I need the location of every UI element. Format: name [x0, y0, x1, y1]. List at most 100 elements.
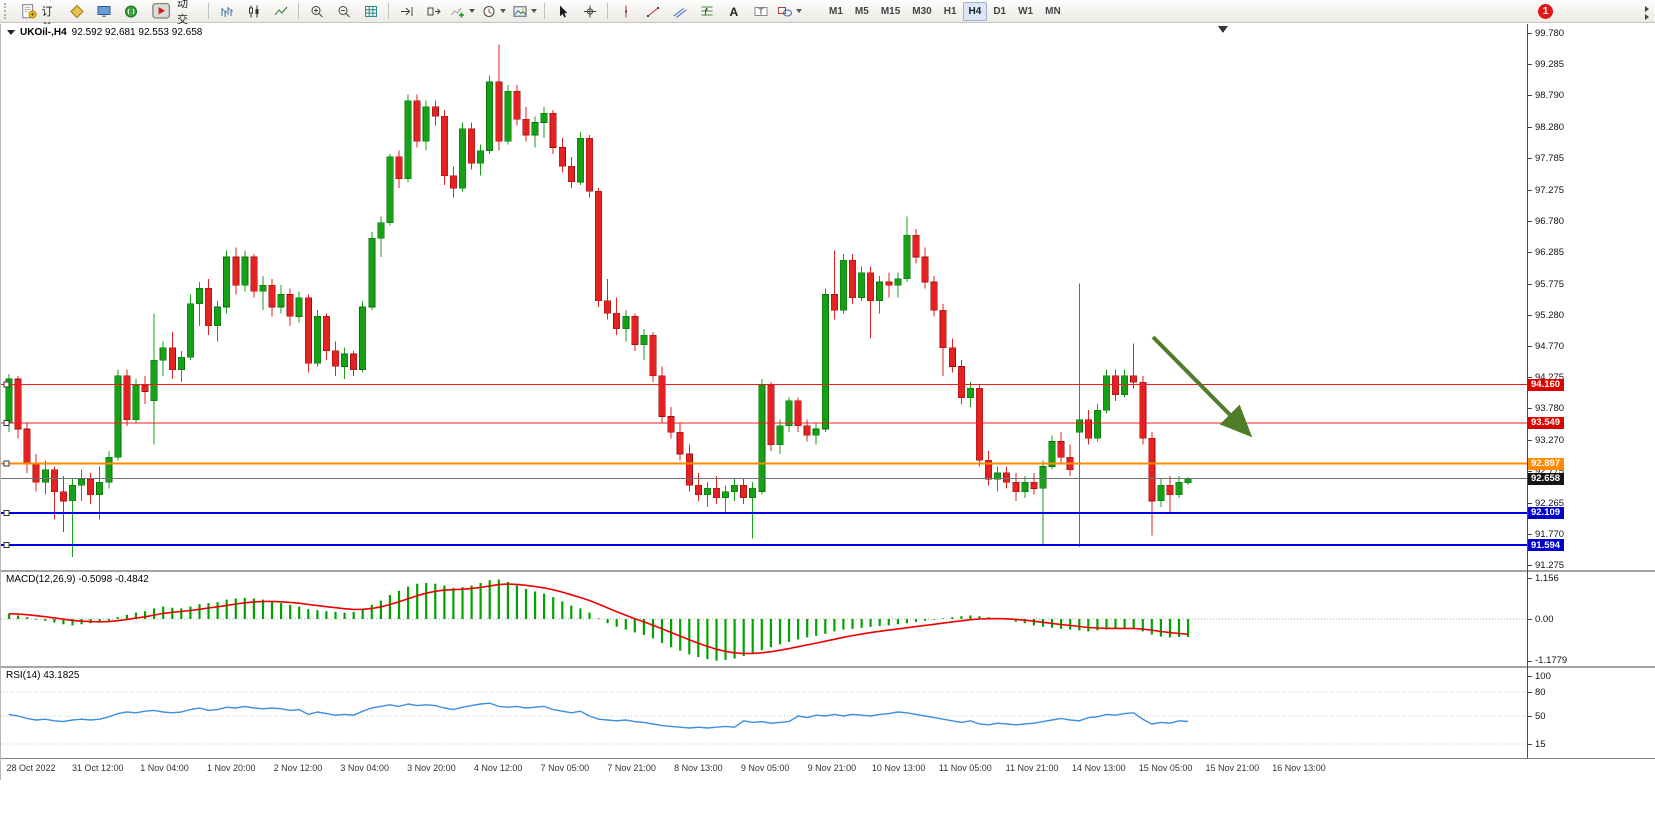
price-tick-label: 97.785 — [1535, 152, 1565, 164]
time-tick-label: 4 Nov 12:00 — [473, 763, 523, 773]
grid-button[interactable] — [357, 1, 384, 22]
channel-icon — [673, 7, 686, 18]
price-tick-mark — [1528, 126, 1532, 128]
candlestick-plot[interactable] — [1, 24, 1527, 570]
axis-separator — [1527, 24, 1528, 758]
rsi-plot[interactable] — [1, 668, 1527, 758]
svg-text:T: T — [758, 6, 763, 16]
indicators-icon — [451, 7, 464, 17]
rsi-tick-mark — [1528, 692, 1532, 693]
autotrading-button[interactable]: 自动交易 — [144, 0, 204, 42]
shapes-button[interactable] — [774, 1, 805, 22]
new-chart-button[interactable] — [63, 1, 90, 22]
periods-button[interactable] — [478, 1, 509, 22]
toolbar-separator — [208, 3, 209, 19]
timeframe-m5[interactable]: M5 — [854, 5, 869, 17]
rsi-tick-label: 15 — [1535, 739, 1546, 750]
shapes-dropdown-icon — [796, 9, 802, 13]
main-chart[interactable] — [1, 24, 1527, 570]
timeframe-m15[interactable]: M15 — [880, 5, 901, 17]
chart-shift-button[interactable] — [420, 1, 447, 22]
time-tick-label: 16 Nov 13:00 — [1272, 763, 1326, 773]
label-button[interactable]: T — [747, 1, 774, 22]
trendline-button[interactable] — [639, 1, 666, 22]
profiles-button[interactable] — [90, 1, 117, 22]
periods-icon — [483, 5, 495, 17]
cursor-icon — [559, 5, 567, 17]
price-tick-label: 98.280 — [1535, 121, 1565, 133]
auto-scroll-button[interactable] — [393, 1, 420, 22]
rsi-tick-mark — [1528, 744, 1532, 745]
notification-badge[interactable]: 1 — [1538, 4, 1553, 19]
macd-axis[interactable]: 1.156 0.00 -1.1779 — [1528, 572, 1655, 666]
rsi-axis[interactable]: 100 80 50 15 — [1528, 668, 1655, 758]
candlestick-button[interactable] — [240, 1, 267, 22]
panel-separator[interactable] — [1, 666, 1655, 668]
price-tick-mark — [1528, 283, 1532, 285]
price-line-badge: 92.109 — [1528, 506, 1564, 519]
profiles-icon — [97, 5, 110, 17]
fibonacci-button[interactable]: f — [693, 1, 720, 22]
timeframe-h4[interactable]: H4 — [962, 1, 988, 21]
price-tick-label: 92.265 — [1535, 498, 1565, 510]
svg-text:f: f — [704, 6, 708, 16]
trendline-icon — [646, 6, 659, 17]
toolbar-grip[interactable] — [4, 3, 10, 19]
rsi-label: RSI(14) 43.1825 — [6, 670, 80, 681]
ohlc-label: 92.592 92.681 92.553 92.658 — [71, 27, 203, 38]
price-tick-label: 93.780 — [1535, 403, 1565, 415]
symbol-dropdown-icon[interactable] — [7, 30, 15, 35]
toolbar-separator — [607, 3, 608, 19]
timeframe-h1[interactable]: H1 — [943, 5, 957, 17]
macd-label: MACD(12,26,9) -0.5098 -0.4842 — [6, 574, 149, 585]
panel-separator[interactable] — [1, 570, 1655, 572]
templates-dropdown-icon — [531, 9, 537, 13]
zoom-in-button[interactable] — [303, 1, 330, 22]
market-watch-button[interactable] — [117, 1, 144, 22]
price-tick-label: 95.775 — [1535, 278, 1565, 290]
rsi-panel[interactable] — [1, 668, 1527, 758]
templates-button[interactable] — [509, 1, 540, 22]
price-axis[interactable]: 99.780 99.285 98.790 98.280 97.785 97.275 96.7… — [1528, 24, 1655, 571]
price-tick-mark — [1528, 440, 1532, 442]
price-tick-mark — [1528, 346, 1532, 348]
zoom-out-button[interactable] — [330, 1, 357, 22]
cursor-button[interactable] — [549, 1, 576, 22]
time-tick-label: 15 Nov 21:00 — [1205, 763, 1260, 773]
vertical-line-button[interactable] — [612, 1, 639, 22]
line-chart-icon — [274, 6, 287, 15]
text-button[interactable]: A — [720, 1, 747, 22]
time-tick-label: 7 Nov 21:00 — [607, 763, 656, 773]
indicators-button[interactable] — [447, 1, 478, 22]
time-tick-label: 1 Nov 04:00 — [140, 763, 189, 773]
macd-plot[interactable] — [1, 572, 1527, 666]
chart-window: 99.780 99.285 98.790 98.280 97.785 97.275 96.7… — [0, 24, 1655, 781]
timeframe-m30[interactable]: M30 — [912, 5, 932, 17]
timeframe-w1[interactable]: W1 — [1018, 5, 1034, 17]
timeframe-d1[interactable]: D1 — [993, 5, 1007, 17]
new-order-button[interactable]: 新订单 — [14, 0, 63, 34]
svg-text:A: A — [729, 5, 738, 19]
symbol-label: UKOil-,H4 — [20, 27, 67, 38]
macd-tick-mark — [1528, 619, 1532, 620]
timeframe-mn[interactable]: MN — [1045, 5, 1061, 17]
bar-chart-button[interactable] — [213, 1, 240, 22]
time-axis[interactable]: 28 Oct 2022 31 Oct 12:00 1 Nov 04:00 1 Nov … — [1, 758, 1655, 781]
price-tick-mark — [1528, 251, 1532, 253]
time-tick-label: 7 Nov 05:00 — [540, 763, 590, 773]
price-tick-label: 94.770 — [1535, 341, 1565, 353]
macd-panel[interactable] — [1, 572, 1527, 666]
price-tick-mark — [1528, 565, 1532, 567]
crosshair-button[interactable] — [576, 1, 603, 22]
trend-arrow[interactable] — [1151, 335, 1253, 438]
price-tick-mark — [1528, 220, 1532, 222]
bar-chart-icon — [221, 6, 233, 17]
vertical-line-icon — [624, 5, 627, 17]
timeframe-m1[interactable]: M1 — [829, 5, 843, 17]
channel-button[interactable] — [666, 1, 693, 22]
line-chart-button[interactable] — [267, 1, 294, 22]
price-line-badge: 91.594 — [1528, 539, 1564, 552]
time-tick-label: 9 Nov 05:00 — [740, 763, 790, 773]
time-tick-label: 10 Nov 13:00 — [871, 763, 926, 773]
toolbar-overflow-icon[interactable] — [1645, 6, 1649, 20]
